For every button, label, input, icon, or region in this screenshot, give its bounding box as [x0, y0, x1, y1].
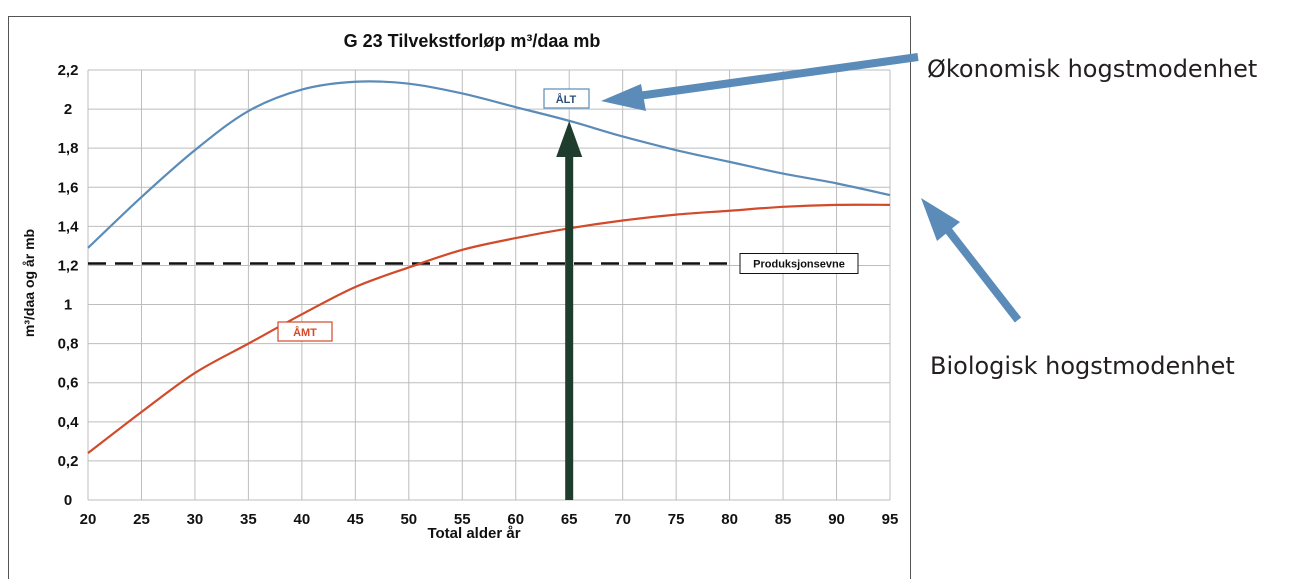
x-tick-label: 25	[133, 511, 150, 528]
series-line-åmt	[87, 203, 891, 454]
y-tick-label: 1,8	[58, 140, 79, 157]
x-axis-title: Total alder år	[427, 525, 520, 542]
biological-maturity-label: Biologisk hogstmodenhet	[930, 352, 1235, 380]
economic-arrow-shaft	[637, 53, 919, 100]
y-tick-label: 2,2	[58, 62, 79, 79]
x-tick-label: 35	[240, 511, 257, 528]
x-tick-label: 90	[828, 511, 845, 528]
x-tick-label: 40	[294, 511, 311, 528]
amt-label: ÅMT	[293, 326, 317, 339]
production-capacity-box	[739, 253, 859, 274]
y-tick-label: 0,4	[58, 414, 80, 431]
y-tick-label: 2	[64, 101, 72, 118]
vertical-arrow-shaft	[565, 150, 574, 500]
biological-arrow-head	[921, 198, 960, 241]
y-tick-label: 1	[64, 297, 72, 314]
amt-label-box	[277, 321, 333, 342]
y-tick-label: 0,6	[58, 375, 79, 392]
economic-maturity-label: Økonomisk hogstmodenhet	[927, 55, 1258, 83]
y-tick-label: 1,2	[58, 257, 79, 274]
x-tick-label: 95	[882, 511, 899, 528]
economic-arrow-head	[601, 84, 646, 111]
vertical-arrow-head	[556, 121, 583, 157]
tick-labels: 20 25 30 35 40 45 50 55 60 65 70 75 80 85 90 95 0 0,2 0,4 0…	[58, 62, 899, 528]
y-tick-label: 0	[64, 492, 72, 509]
x-tick-label: 85	[775, 511, 792, 528]
series-lines	[87, 80, 891, 454]
alt-label-box	[543, 88, 590, 109]
x-tick-label: 55	[454, 511, 471, 528]
x-tick-label: 75	[668, 511, 685, 528]
x-tick-label: 70	[614, 511, 631, 528]
arrows	[556, 53, 1022, 500]
alt-label: ÅLT	[556, 93, 577, 106]
x-tick-label: 30	[187, 511, 204, 528]
y-tick-label: 0,8	[58, 336, 79, 353]
y-axis-title: m³/daa og år mb	[21, 229, 37, 337]
biological-arrow-shaft	[944, 227, 1022, 323]
x-tick-label: 60	[507, 511, 524, 528]
x-tick-label: 50	[400, 511, 417, 528]
series-line-ålt	[87, 80, 891, 249]
y-tick-label: 0,2	[58, 453, 79, 470]
production-capacity-label: Produksjonsevne	[753, 259, 845, 271]
x-tick-label: 20	[80, 511, 97, 528]
x-tick-label: 45	[347, 511, 364, 528]
x-tick-label: 65	[561, 511, 578, 528]
chart-title: G 23 Tilvekstforløp m³/daa mb	[344, 31, 601, 51]
x-tick-label: 80	[721, 511, 738, 528]
y-tick-label: 1,6	[58, 179, 79, 196]
y-tick-label: 1,4	[58, 218, 80, 235]
series-labels: ÅLT ÅMT	[277, 88, 590, 342]
reference-line-group: Produksjonsevne	[88, 253, 859, 274]
chart-frame	[8, 16, 911, 579]
